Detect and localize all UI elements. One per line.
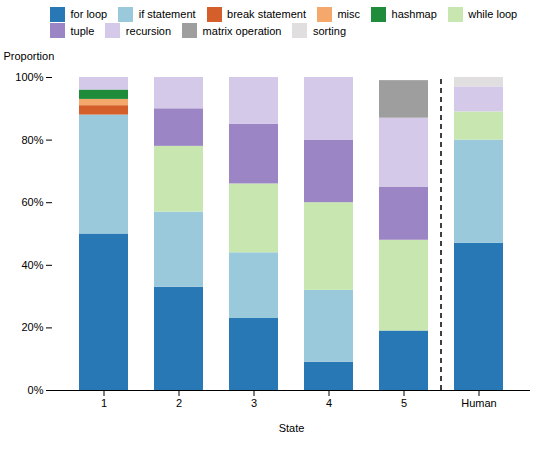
html-text:while loop: while loop [468,8,518,21]
svg-text:3: 3 [251,397,257,409]
svg-text:40%: 40% [21,258,43,270]
svg-text:60%: 60% [21,196,43,208]
svg-text:2: 2 [176,397,182,409]
svg-text:100%: 100% [15,71,43,83]
html-text:recursion: recursion [125,24,172,37]
svg-text:0%: 0% [28,384,44,396]
svg-text:1: 1 [101,397,107,409]
html-text:break statement: break statement [227,8,306,21]
html-text:tuple: tuple [70,24,95,37]
html-text:sorting: sorting [313,24,346,37]
svg-text:4: 4 [326,397,332,409]
html-text:misc: misc [337,8,360,21]
html-text:hashmap: hashmap [391,8,437,21]
html-text:matrix operation: matrix operation [202,24,282,37]
svg-text:20%: 20% [21,321,43,333]
svg-text:Human: Human [461,397,496,409]
html-text:for loop: for loop [70,8,108,21]
svg-text:Proportion: Proportion [4,50,55,62]
svg-text:State: State [279,421,305,433]
svg-text:5: 5 [401,397,407,409]
svg-text:80%: 80% [21,133,43,145]
html-text:if statement: if statement [138,8,196,21]
